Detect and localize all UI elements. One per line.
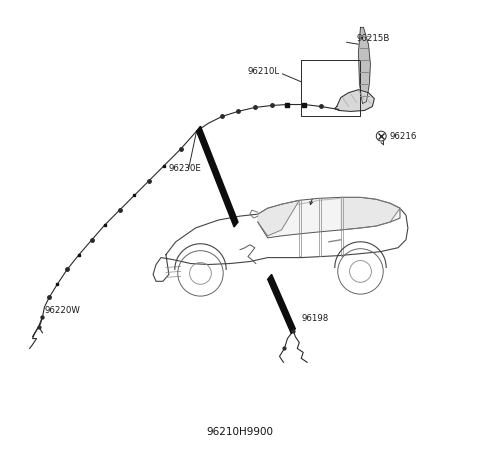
Polygon shape [196, 126, 238, 227]
Polygon shape [359, 27, 371, 104]
Polygon shape [341, 198, 400, 230]
Text: 96220W: 96220W [45, 306, 80, 315]
Polygon shape [258, 198, 400, 238]
Polygon shape [268, 274, 295, 333]
Polygon shape [335, 90, 374, 112]
Text: 96198: 96198 [301, 315, 328, 324]
Text: 96216: 96216 [389, 131, 417, 140]
Text: 96210L: 96210L [248, 68, 280, 76]
Polygon shape [258, 200, 299, 236]
Text: 96230E: 96230E [169, 164, 202, 173]
Text: 96215B: 96215B [357, 34, 390, 43]
Text: 96210H9900: 96210H9900 [206, 428, 274, 437]
